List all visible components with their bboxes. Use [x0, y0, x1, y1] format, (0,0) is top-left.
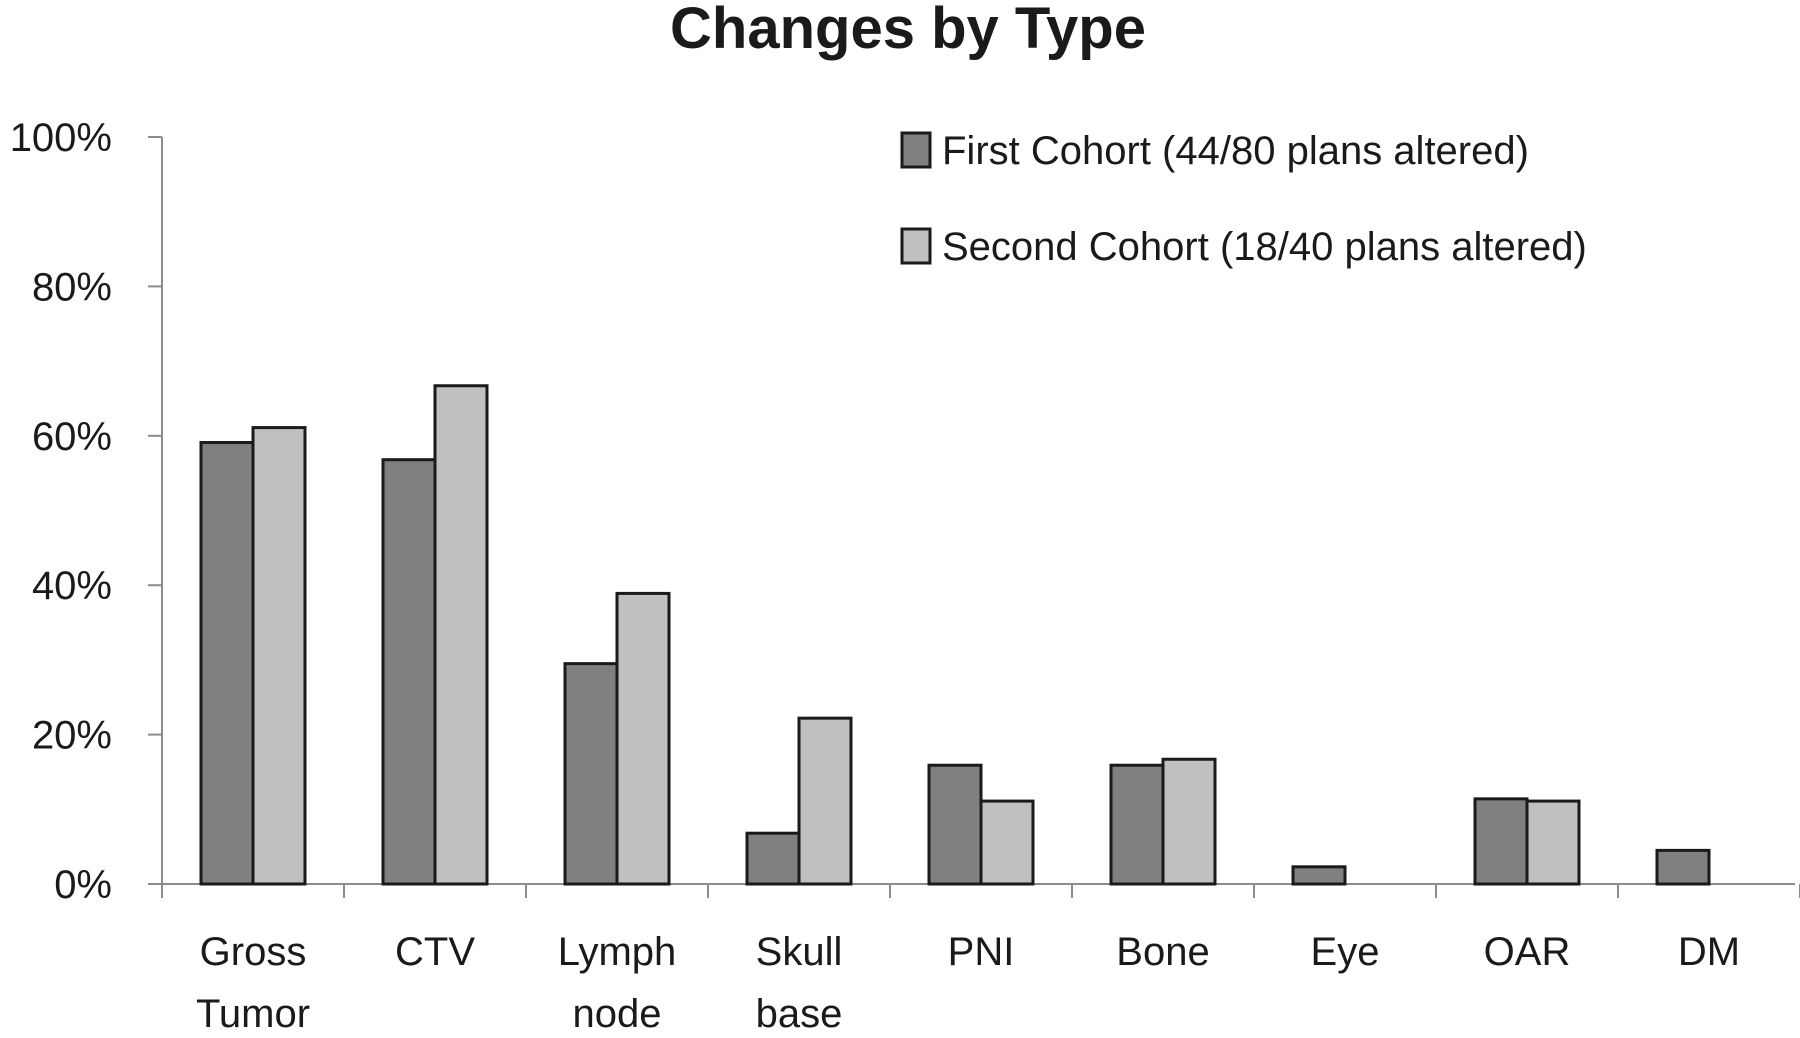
- bar-first-cohort: [199, 441, 255, 886]
- bar-first-cohort: [1655, 848, 1711, 886]
- x-tick-label: OAR: [1484, 930, 1571, 974]
- bars: [199, 384, 1711, 886]
- bar-first-cohort: [1291, 865, 1347, 886]
- legend-swatch: [900, 227, 932, 265]
- y-tick-label: 80%: [32, 265, 112, 309]
- bar-first-cohort: [381, 458, 437, 886]
- x-tick-label-line: Gross: [200, 930, 307, 974]
- chart-title: Changes by Type: [670, 0, 1146, 61]
- bar-first-cohort: [563, 662, 619, 886]
- x-tick-label-line: node: [573, 992, 662, 1033]
- y-tick-label: 100%: [10, 116, 112, 160]
- legend-label: Second Cohort (18/40 plans altered): [942, 225, 1587, 269]
- y-tick-label: 60%: [32, 415, 112, 459]
- x-tick-label-line: DM: [1678, 930, 1740, 974]
- x-tick-label: Bone: [1116, 930, 1209, 974]
- y-tick-label: 0%: [54, 863, 112, 907]
- y-tick-label: 20%: [32, 714, 112, 758]
- bar-second-cohort: [433, 384, 489, 886]
- x-tick-label-line: OAR: [1484, 930, 1571, 974]
- x-tick-label: Lymph node: [558, 930, 677, 1033]
- x-tick-label: Eye: [1311, 930, 1380, 974]
- x-tick-label: CTV: [395, 930, 475, 974]
- x-tick-label-line: Lymph: [558, 930, 677, 974]
- bar-first-cohort: [1473, 797, 1529, 886]
- x-tick-label-line: Skull: [756, 930, 843, 974]
- x-tick-label: Skull base: [756, 930, 843, 1033]
- y-axis: 0% 20% 40% 60% 80% 100%: [10, 116, 163, 907]
- x-tick-label-line: PNI: [948, 930, 1015, 974]
- x-tick-label-line: Eye: [1311, 930, 1380, 974]
- bar-first-cohort: [927, 763, 983, 886]
- x-axis: Gross Tumor CTV Lymph node Skull base PNI Bone Ey…: [161, 883, 1800, 1036]
- legend: First Cohort (44/80 plans altered) Second…: [900, 129, 1587, 269]
- legend-label: First Cohort (44/80 plans altered): [942, 129, 1529, 173]
- bar-first-cohort: [1109, 763, 1165, 886]
- x-tick-label-line: CTV: [395, 930, 475, 974]
- bar-second-cohort: [615, 591, 671, 886]
- x-tick-label-line: Tumor: [196, 992, 310, 1033]
- y-tick-label: 40%: [32, 564, 112, 608]
- bar-first-cohort: [745, 831, 801, 886]
- bar-second-cohort: [1161, 757, 1217, 886]
- bar-second-cohort: [797, 716, 853, 886]
- bar-second-cohort: [979, 799, 1035, 886]
- x-tick-label: DM: [1678, 930, 1740, 974]
- bar-second-cohort: [1525, 799, 1581, 886]
- x-tick-label-line: Bone: [1116, 930, 1209, 974]
- x-tick-label-line: base: [756, 992, 843, 1033]
- legend-swatch: [900, 131, 932, 169]
- x-tick-label: Gross Tumor: [196, 930, 310, 1033]
- x-tick-label: PNI: [948, 930, 1015, 974]
- bar-second-cohort: [251, 426, 307, 886]
